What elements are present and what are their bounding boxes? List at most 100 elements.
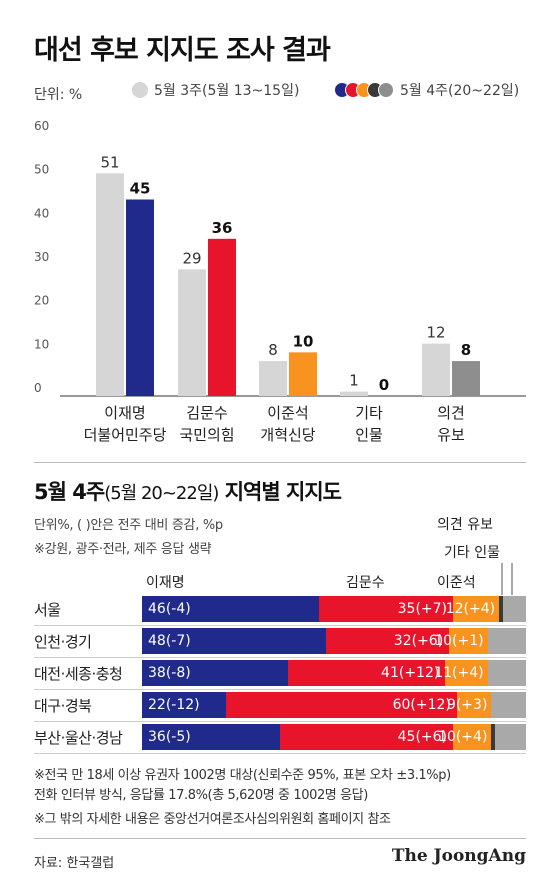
col-label-lee: 이재명 xyxy=(146,575,185,591)
region-bar: 48(-7) 32(+6) 10(+1) xyxy=(142,628,526,654)
footer-divider xyxy=(34,838,526,839)
y-tick-label: 60 xyxy=(34,119,49,133)
bar-week4 xyxy=(289,352,317,396)
segment-label: 12(+4) xyxy=(445,601,496,617)
region-bar: 38(-8) 41(+12) 11(+4) xyxy=(142,660,526,686)
segment-lee: 48(-7) xyxy=(142,628,327,654)
row-separator xyxy=(34,625,526,626)
footnote-reference: ※그 밖의 자세한 내용은 중앙선거여론조사심의위원회 홈페이지 참조 xyxy=(34,812,391,827)
data-label-week4: 10 xyxy=(293,332,314,350)
category-label: 이준석 xyxy=(267,404,308,422)
category-sublabel: 개혁신당 xyxy=(260,426,315,444)
y-tick-label: 10 xyxy=(34,337,49,351)
unit-label: 단위: % xyxy=(34,87,83,103)
segment-etc xyxy=(499,596,503,622)
y-tick-label: 0 xyxy=(34,381,42,395)
region-name: 대전·세종·충청 xyxy=(34,665,123,683)
legend-week4-label: 5월 4주(20~22일) xyxy=(400,83,520,99)
col-label-etc: 기타 인물 xyxy=(444,545,500,561)
segment-lee: 38(-8) xyxy=(142,660,288,686)
data-label-week4: 36 xyxy=(212,219,233,237)
region-bar: 22(-12) 60(+12) 9(+3) xyxy=(142,692,526,718)
region-name: 부산·울산·경남 xyxy=(34,729,123,747)
row-separator xyxy=(34,721,526,722)
footnote-method: 전화 인터뷰 방식, 응답률 17.8%(총 5,620명 중 1002명 응답… xyxy=(34,788,368,803)
segment-label: 11(+4) xyxy=(434,665,484,681)
y-tick-label: 20 xyxy=(34,294,49,308)
data-label-week3: 12 xyxy=(426,324,445,342)
col-label-leaders xyxy=(501,563,513,595)
segment-label: 32(+6) xyxy=(393,633,444,649)
row-separator xyxy=(34,753,526,754)
row-separator xyxy=(34,657,526,658)
segment-lee: 22(-12) xyxy=(142,692,227,718)
y-tick-label: 50 xyxy=(34,163,49,177)
regional-note-omitted: ※강원, 광주·전라, 제주 응답 생략 xyxy=(34,542,212,557)
category-label: 이재명 xyxy=(104,404,145,422)
region-name: 서울 xyxy=(34,601,61,619)
category-sublabel: 인물 xyxy=(355,426,383,444)
segment-label: 48(-7) xyxy=(148,633,191,649)
segment-jun: 9(+3) xyxy=(447,692,492,718)
bar-week4 xyxy=(452,361,480,396)
category-sublabel: 유보 xyxy=(437,426,465,444)
segment-label: 60(+12) xyxy=(392,697,451,713)
segment-kim: 32(+6) xyxy=(326,628,450,654)
regional-note-unit: 단위%, ( )안은 전주 대비 증감, %p xyxy=(34,518,223,533)
segment-kim: 45(+6) xyxy=(280,724,454,750)
legend-week3-swatch xyxy=(132,82,148,98)
y-tick-label: 30 xyxy=(34,250,49,264)
category-label: 기타 xyxy=(355,404,383,422)
region-name: 인천·경기 xyxy=(34,633,92,651)
segment-etc xyxy=(491,724,496,750)
category-sublabel: 더불어민주당 xyxy=(84,426,167,444)
data-label-week3: 29 xyxy=(182,249,201,267)
segment-label: 45(+6) xyxy=(397,729,448,745)
segment-kim: 41(+12) xyxy=(287,660,446,686)
segment-undecided xyxy=(495,724,526,750)
footnote-sample: ※전국 만 18세 이상 유권자 1002명 대상(신뢰수준 95%, 표본 오… xyxy=(34,768,451,783)
data-label-week4: 45 xyxy=(130,180,151,198)
category-label: 의견 xyxy=(437,404,465,422)
bar-week3 xyxy=(178,269,206,396)
segment-undecided xyxy=(491,692,526,718)
col-label-undecided: 의견 유보 xyxy=(437,517,493,533)
data-label-week4: 8 xyxy=(461,341,471,359)
data-label-week3: 1 xyxy=(349,372,359,390)
legend-week3: 5월 3주(5월 13~15일) xyxy=(132,80,299,100)
category-label: 김문수 xyxy=(186,404,227,422)
col-label-jun: 이준석 xyxy=(437,575,476,591)
segment-jun: 11(+4) xyxy=(434,660,488,686)
data-label-week3: 51 xyxy=(100,153,119,171)
bar-week4 xyxy=(126,199,154,396)
regional-title: 5월 4주(5월 20~22일) 지역별 지지도 xyxy=(34,480,342,504)
legend-week3-label: 5월 3주(5월 13~15일) xyxy=(154,83,300,99)
segment-lee: 36(-5) xyxy=(142,724,281,750)
bar-week4 xyxy=(208,238,236,396)
region-name: 대구·경북 xyxy=(34,697,92,715)
segment-label: 9(+3) xyxy=(446,697,488,713)
section-divider xyxy=(34,462,526,463)
brand-logo: The JoongAng xyxy=(391,846,526,866)
segment-label: 41(+12) xyxy=(381,665,440,681)
page-title: 대선 후보 지지도 조사 결과 xyxy=(34,35,331,66)
legend-week4-swatches xyxy=(334,82,394,98)
segment-jun: 10(+4) xyxy=(438,724,492,750)
segment-label: 35(+7) xyxy=(397,601,448,617)
data-label-week4: 0 xyxy=(379,376,389,394)
segment-lee: 46(-4) xyxy=(142,596,319,622)
segment-label: 22(-12) xyxy=(148,697,200,713)
region-bar: 36(-5) 45(+6) 10(+4) xyxy=(142,724,526,750)
region-bar: 46(-4) 35(+7) 12(+4) xyxy=(142,596,526,622)
category-sublabel: 국민의힘 xyxy=(179,426,234,444)
source-label: 자료: 한국갤럽 xyxy=(34,856,115,871)
segment-undecided xyxy=(487,660,526,686)
segment-jun: 12(+4) xyxy=(446,596,500,622)
segment-jun: 10(+1) xyxy=(434,628,488,654)
bar-week3 xyxy=(340,391,368,396)
col-label-kim: 김문수 xyxy=(346,575,385,591)
segment-kim: 60(+12) xyxy=(226,692,457,718)
segment-undecided xyxy=(487,628,526,654)
segment-label: 38(-8) xyxy=(148,665,191,681)
